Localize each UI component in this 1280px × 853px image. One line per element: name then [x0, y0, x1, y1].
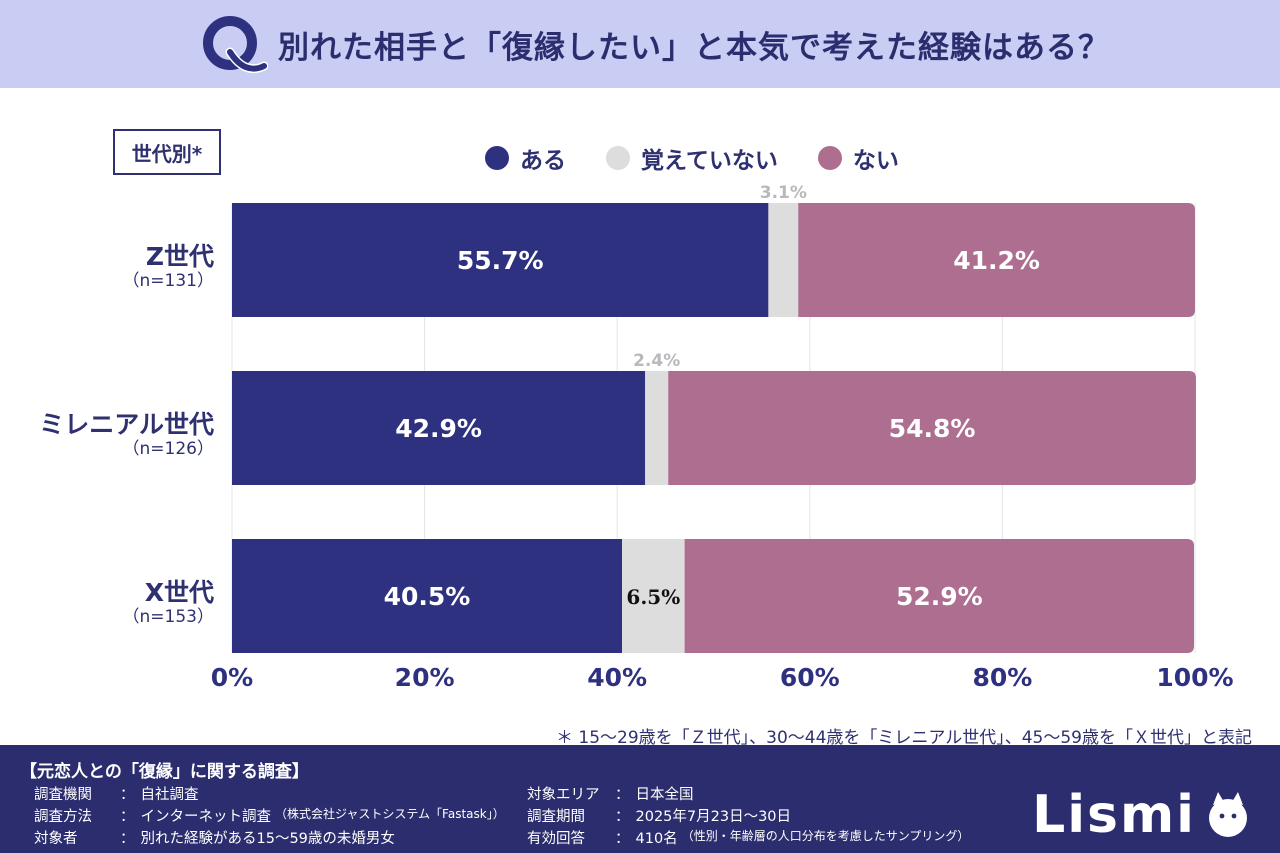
survey-info-row: 調査期間 ： 2025年7月23日〜30日: [527, 805, 791, 826]
legend-dot-icon: [485, 146, 509, 170]
category-name: ミレニアル世代: [39, 410, 214, 439]
legend: ある 覚えていない ない: [485, 141, 939, 175]
cat-icon: [1209, 792, 1247, 837]
bar-segment: [684, 539, 1195, 653]
x-tick-label: 100%: [1156, 663, 1233, 692]
bar-segment: [232, 203, 769, 317]
data-label: 55.7%: [457, 246, 544, 275]
survey-info-row: 調査機関 ： 自社調査: [34, 783, 199, 804]
x-tick-label: 80%: [972, 663, 1032, 692]
q-icon: [203, 16, 268, 74]
data-label: 2.4%: [633, 351, 680, 371]
info-sep: ：: [615, 831, 630, 847]
info-key: 調査方法: [34, 809, 92, 825]
info-key: 調査期間: [527, 809, 585, 825]
bar-segment: [798, 203, 1195, 317]
footnote: ＊ 15〜29歳を「Ｚ世代」、30〜44歳を「ミレニアル世代」、45〜59歳を「…: [555, 728, 1252, 748]
x-tick-label: 40%: [587, 663, 647, 692]
bar-segment: [232, 371, 646, 485]
info-sep: ：: [120, 809, 135, 825]
data-label: 3.1%: [760, 183, 807, 203]
x-tick-label: 20%: [395, 663, 455, 692]
header-band: 別れた相手と「復縁したい」と本気で考えた経験はある？: [0, 0, 1280, 88]
legend-dot-icon: [606, 146, 630, 170]
survey-title: 【元恋人との「復縁」に関する調査】: [20, 762, 309, 782]
data-label: 54.8%: [889, 414, 976, 443]
bar-segment: [668, 371, 1196, 485]
x-tick-label: 0%: [211, 663, 253, 692]
legend-label: ある: [520, 148, 566, 174]
data-label: 52.9%: [896, 582, 983, 611]
info-key: 調査機関: [34, 787, 92, 803]
info-note: （株式会社ジャストシステム「Fastask」）: [275, 807, 505, 821]
info-value: 日本全国: [635, 787, 694, 803]
segment-badge: 世代別*: [113, 129, 221, 175]
category-sample-size: （n=131）: [122, 271, 214, 291]
bar-segment: [645, 371, 669, 485]
data-label: 41.2%: [953, 246, 1040, 275]
info-note: （性別・年齢層の人口分布を考慮したサンプリング）: [681, 829, 970, 843]
info-sep: ：: [120, 831, 135, 847]
bar-segment: [768, 203, 799, 317]
info-sep: ：: [615, 787, 630, 803]
info-key: 対象エリア: [527, 787, 600, 803]
info-value: 別れた経験がある15〜59歳の未婚男女: [140, 831, 395, 847]
info-key: 有効回答: [527, 831, 585, 847]
legend-label: ない: [852, 148, 899, 174]
bar-segment: [232, 539, 623, 653]
info-sep: ：: [615, 809, 630, 825]
survey-info-row: 対象エリア ： 日本全国: [527, 783, 694, 804]
stacked-bar-chart: 0% 20% 40% 60% 80% 100% 55.7% 3.1% 41.2% 42.9% 2.4…: [211, 183, 1234, 692]
legend-item-oboete: 覚えていない: [606, 141, 778, 175]
legend-label: 覚えていない: [641, 148, 778, 174]
data-label: 40.5%: [384, 582, 471, 611]
bar-segment: [622, 539, 685, 653]
category-sample-size: （n=153）: [122, 607, 214, 627]
legend-item-aru: ある: [485, 141, 566, 175]
legend-dot-icon: [817, 146, 842, 170]
category-sample-size: （n=126）: [122, 439, 214, 459]
info-sep: ：: [120, 787, 135, 803]
x-tick-label: 60%: [780, 663, 840, 692]
legend-item-nai: ない: [817, 141, 899, 175]
survey-info-row: 調査方法 ： インターネット調査 （株式会社ジャストシステム「Fastask」）: [34, 805, 505, 826]
brand-logo: Lismi: [1032, 785, 1196, 845]
info-value: 2025年7月23日〜30日: [635, 809, 792, 825]
survey-info-row: 有効回答 ： 410名 （性別・年齢層の人口分布を考慮したサンプリング）: [527, 827, 969, 848]
category-label: X世代 （n=153）: [122, 578, 214, 628]
survey-footer: 【元恋人との「復縁」に関する調査】 調査機関 ： 自社調査 調査方法 ： インタ…: [0, 745, 1280, 853]
info-key: 対象者: [34, 831, 78, 847]
survey-info-row: 対象者 ： 別れた経験がある15〜59歳の未婚男女: [34, 827, 395, 848]
info-value: 自社調査: [140, 787, 199, 803]
category-name: X世代: [144, 578, 214, 607]
info-value: インターネット調査: [140, 809, 272, 825]
category-label: Z世代 （n=131）: [122, 242, 214, 292]
data-label: 6.5%: [626, 585, 680, 609]
info-value: 410名: [635, 831, 678, 847]
data-label: 42.9%: [395, 414, 482, 443]
category-name: Z世代: [145, 242, 214, 271]
category-label: ミレニアル世代 （n=126）: [39, 410, 214, 460]
page-title: 別れた相手と「復縁したい」と本気で考えた経験はある？: [278, 30, 1110, 66]
